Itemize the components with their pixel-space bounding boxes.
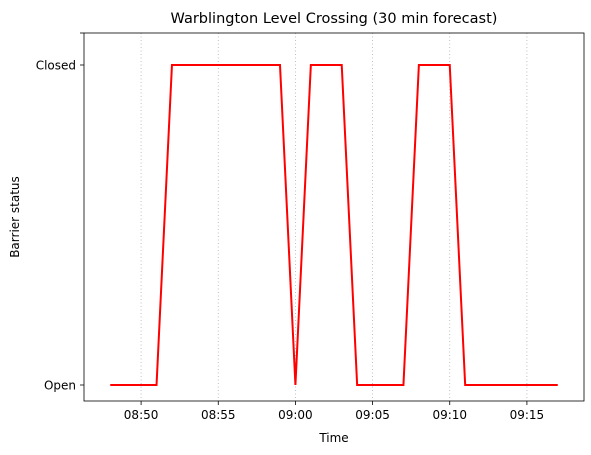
x-tick-label: 09:10 bbox=[432, 408, 467, 422]
x-tick-label: 08:55 bbox=[201, 408, 236, 422]
y-axis-ticks: Open Closed bbox=[36, 32, 84, 393]
plot-frame bbox=[83, 32, 585, 402]
chart-title: Warblington Level Crossing (30 min forec… bbox=[171, 11, 498, 27]
y-tick-label: Closed bbox=[36, 59, 76, 73]
x-tick-label: 09:00 bbox=[278, 408, 313, 422]
x-axis-ticks: 08:50 08:55 09:00 09:05 09:10 09:15 bbox=[124, 401, 544, 422]
x-tick-label: 09:05 bbox=[355, 408, 390, 422]
y-axis-label: Barrier status bbox=[8, 176, 22, 258]
barrier-status-line bbox=[110, 64, 558, 386]
x-tick-label: 09:15 bbox=[510, 408, 545, 422]
y-tick-label: Open bbox=[44, 379, 76, 393]
series-layer bbox=[110, 64, 558, 386]
x-tick-label: 08:50 bbox=[124, 408, 159, 422]
x-axis-label: Time bbox=[318, 431, 348, 445]
